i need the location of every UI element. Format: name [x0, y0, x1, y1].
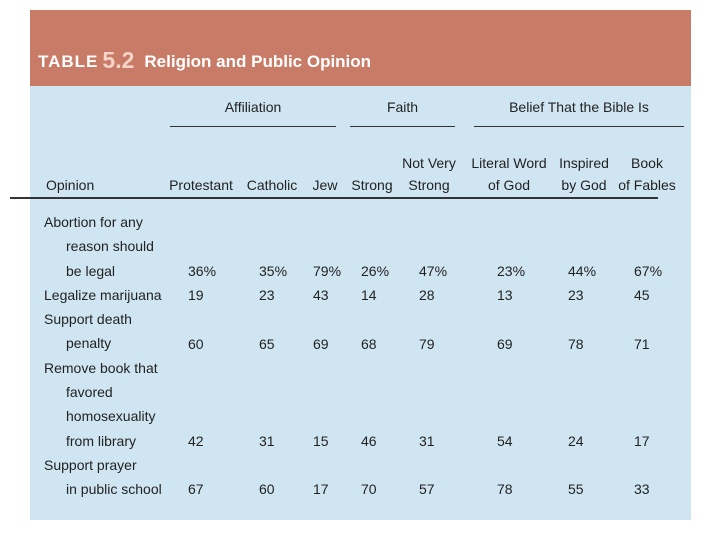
column-header-line1: Book	[631, 155, 663, 171]
table-cell: 33	[634, 481, 650, 498]
table-cell: 19	[188, 286, 204, 303]
row-label: Support prayer in public school	[44, 453, 184, 502]
row-label: Support death penalty	[44, 307, 184, 356]
table-cell: 69	[497, 335, 513, 352]
row-label-line: from library	[66, 432, 137, 449]
table-cell: 35%	[259, 262, 288, 279]
table-cell: 70	[361, 481, 377, 498]
table-cell: 17	[634, 432, 650, 449]
column-header-line1: Not Very	[402, 155, 456, 171]
table-cell: 31	[419, 432, 435, 449]
table-cell: 71	[634, 335, 650, 352]
table-cell: 17	[313, 481, 329, 498]
table-cell: 46	[361, 432, 377, 449]
group-rule	[170, 126, 336, 127]
row-label-line: favored	[66, 384, 113, 401]
table-cell: 23	[259, 286, 275, 303]
column-header: of Fables	[618, 177, 676, 193]
table-cell: 78	[497, 481, 513, 498]
group-rule	[474, 126, 684, 127]
table-cell: 79	[419, 335, 435, 352]
group-rule	[350, 126, 455, 127]
table-cell: 26%	[361, 262, 390, 279]
column-header: Strong	[351, 177, 393, 193]
row-label-line: Remove book that	[44, 359, 158, 376]
header-rule	[10, 197, 658, 199]
row-label-line: reason should	[66, 238, 154, 255]
table-cell: 60	[188, 335, 204, 352]
row-label-line: homosexuality	[66, 408, 156, 425]
table-cell: 78	[568, 335, 584, 352]
column-header-line1: Literal Word	[471, 155, 547, 171]
row-label-line: Abortion for any	[44, 214, 143, 230]
table-cell: 54	[497, 432, 513, 449]
table-cell: 15	[313, 432, 329, 449]
row-label-line: penalty	[66, 335, 112, 352]
row-label-line: Support death	[44, 311, 132, 328]
table-cell: 55	[568, 481, 584, 498]
table-cell: 31	[259, 432, 275, 449]
row-label-line: Support prayer	[44, 457, 137, 473]
table-label-word: TABLE	[38, 52, 99, 71]
group-header: Faith	[386, 99, 419, 115]
table-cell: 42	[188, 432, 204, 449]
table-cell: 67%	[634, 262, 663, 279]
table-header-bar: TABLE 5.2 Religion and Public Opinion	[30, 10, 691, 86]
table-cell: 65	[259, 335, 275, 352]
table-cell: 69	[313, 335, 329, 352]
table-cell: 45	[634, 286, 650, 303]
table-cell: 13	[497, 286, 513, 303]
row-label: Abortion for any reason should be legal	[44, 210, 184, 283]
row-label: Remove book that favored homosexuality from…	[44, 356, 184, 453]
table-cell: 47%	[419, 262, 448, 279]
table-label-number: 5.2	[102, 47, 135, 73]
table-caption: TABLE 5.2 Religion and Public Opinion	[38, 44, 371, 72]
column-header: Jew	[312, 177, 338, 193]
table-cell: 24	[568, 432, 584, 449]
table-title: Religion and Public Opinion	[144, 52, 372, 71]
table-cell: 23%	[497, 262, 526, 279]
table-cell: 23	[568, 286, 584, 303]
table-cell: 14	[361, 286, 377, 303]
opinion-header: Opinion	[46, 177, 95, 193]
row-label-line: Legalize marijuana	[44, 286, 162, 303]
table-cell: 60	[259, 481, 275, 498]
column-header: of God	[487, 177, 531, 193]
group-header: Affiliation	[224, 99, 282, 115]
table-cell: 36%	[188, 262, 217, 279]
column-header: Protestant	[169, 177, 233, 193]
table-cell: 79%	[313, 262, 342, 279]
table-cell: 28	[419, 286, 435, 303]
row-label-line: be legal	[66, 262, 116, 279]
table-cell: 57	[419, 481, 435, 498]
table-cell: 44%	[568, 262, 597, 279]
table-card: TABLE 5.2 Religion and Public Opinion	[30, 10, 691, 520]
column-header-line1: Inspired	[559, 155, 609, 171]
row-label: Legalize marijuana	[44, 283, 184, 307]
column-header: Strong	[408, 177, 450, 193]
table-cell: 68	[361, 335, 377, 352]
group-header: Belief That the Bible Is	[509, 99, 649, 115]
column-header: by God	[561, 177, 607, 193]
row-label-line: in public school	[66, 481, 162, 498]
column-header: Catholic	[246, 177, 298, 193]
table-cell: 67	[188, 481, 204, 498]
table-cell: 43	[313, 286, 329, 303]
